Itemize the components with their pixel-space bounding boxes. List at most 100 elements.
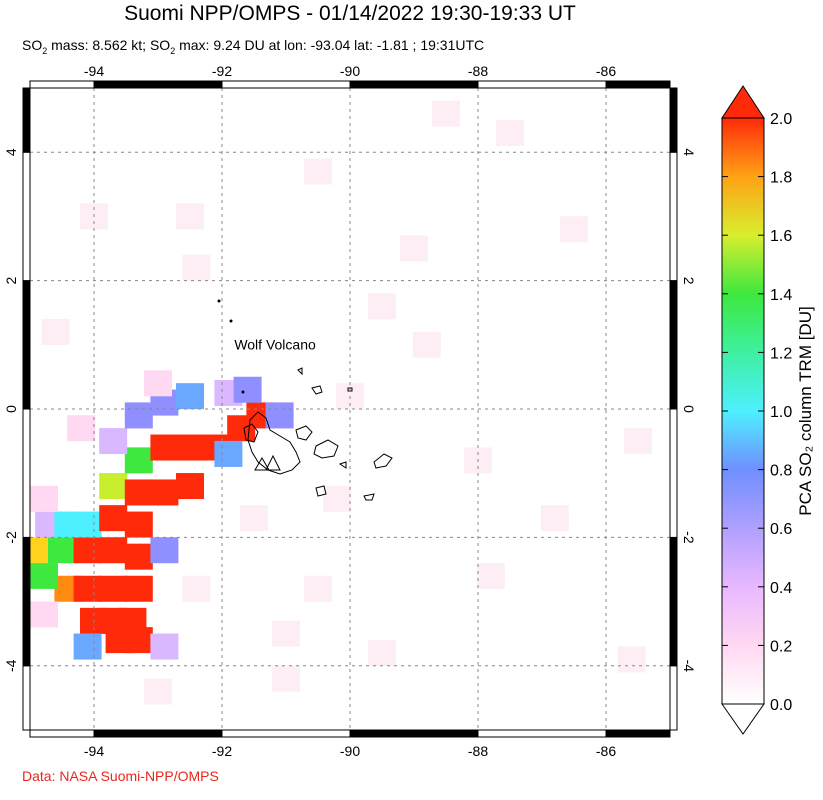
so2-pixel-46 — [144, 370, 172, 397]
lon-tick-top-2: -90 — [340, 63, 360, 79]
so2-pixel-7 — [73, 575, 102, 602]
so2-pixel-25 — [176, 434, 204, 461]
frame-right-seg-3 — [669, 280, 678, 410]
lat-tick-right-0: -4 — [681, 660, 697, 673]
frame-right-seg-2 — [669, 408, 678, 538]
lon-tick-bottom-3: -88 — [468, 743, 488, 759]
galapagos-islands — [217, 299, 393, 501]
frame-left-seg-0 — [22, 665, 31, 731]
so2-pixel-15 — [150, 537, 179, 564]
so2-pixel-14 — [124, 543, 153, 570]
lat-tick-right-2: 0 — [681, 405, 697, 413]
colorbar-tick-label-9: 1.8 — [770, 170, 792, 187]
so2-pixel-55 — [368, 639, 396, 666]
colorbar-tick-label-1: 0.2 — [770, 638, 792, 655]
so2-pixel-69 — [400, 235, 428, 262]
so2-pixel-49 — [304, 158, 332, 185]
colorbar-min-arrow — [721, 703, 765, 735]
so2-pixel-67 — [41, 318, 70, 345]
subtitle-sub-b: 2 — [170, 45, 176, 56]
so2-pixel-29 — [99, 428, 128, 455]
island-floreana — [315, 485, 327, 497]
lon-tick-top-4: -86 — [596, 63, 616, 79]
so2-pixel-48 — [176, 203, 204, 230]
frame-top-seg-1 — [93, 80, 223, 89]
so2-pixel-35 — [214, 440, 243, 467]
so2-pixel-70 — [323, 485, 352, 512]
frame-right-seg-1 — [669, 536, 678, 667]
so2-pixel-57 — [540, 505, 569, 532]
tick-labels: -94 -94 -92 -92 -90 -90 -88 -88 -86 -86 -4 -4 -2 -2 0 0… — [3, 63, 697, 759]
colorbar — [721, 85, 765, 735]
frame-right-seg-4 — [669, 151, 678, 282]
colorbar-tick-label-5: 1.0 — [770, 404, 792, 421]
so2-pixel-51 — [412, 331, 441, 358]
so2-pixel-53 — [240, 505, 268, 532]
so2-pixel-23 — [124, 447, 153, 474]
colorbar-max-arrow — [721, 85, 765, 119]
frame-left-seg-4 — [22, 151, 31, 282]
so2-pixel-6 — [30, 562, 58, 589]
island-fernandina — [243, 423, 259, 443]
page-title: Suomi NPP/OMPS - 01/14/2022 19:30-19:33 … — [124, 2, 576, 25]
island-genovesa — [347, 387, 353, 392]
colorbar-tick-label-7: 1.4 — [770, 287, 792, 304]
frame-left-seg-3 — [22, 280, 31, 410]
so2-pixel-58 — [560, 216, 588, 243]
colorbar-tick-label-4: 0.8 — [770, 463, 792, 480]
island-isabela — [247, 411, 301, 475]
frame-top-seg-2 — [221, 80, 351, 89]
frame-bottom-seg-5 — [605, 729, 671, 738]
frame-top-seg-4 — [477, 80, 607, 89]
so2-pixel-32 — [176, 383, 204, 410]
lon-tick-top-3: -88 — [468, 63, 488, 79]
so2-pixel-44 — [67, 415, 96, 442]
frame-bottom-seg-3 — [349, 729, 479, 738]
subtitle: SO2 mass: 8.562 kt; SO2 max: 9.24 DU at … — [22, 37, 484, 56]
lon-tick-bottom-4: -86 — [596, 743, 616, 759]
so2-pixel-18 — [124, 511, 153, 538]
so2-pixel-36 — [265, 402, 294, 429]
so2-pixel-19 — [99, 473, 128, 500]
islet-1 — [217, 299, 221, 303]
lon-tick-bottom-0: -94 — [84, 743, 104, 759]
frame-bottom-seg-1 — [93, 729, 223, 738]
colorbar-tick-label-0: 0.0 — [770, 697, 792, 714]
island-san-cristobal — [373, 453, 393, 469]
frame-left-seg-1 — [22, 536, 31, 667]
so2-pixel-63 — [617, 646, 646, 673]
island-marchena — [297, 367, 303, 376]
so2-pixel-60 — [432, 100, 460, 127]
island-santa-cruz — [313, 439, 339, 459]
so2-pixel-4 — [118, 607, 147, 634]
subtitle-mass: mass: 8.562 kt; SO — [47, 37, 171, 53]
so2-pixel-62 — [272, 665, 300, 692]
so2-pixel-56 — [476, 562, 505, 589]
island-pinzon — [338, 461, 347, 469]
so2-pixels — [30, 100, 652, 705]
frame-bottom-seg-0 — [29, 729, 95, 738]
lat-tick-left-3: 2 — [3, 276, 19, 284]
colorbar-tick-labels: 0.0 0.2 0.4 0.6 0.8 1.0 1.2 1.4 1.6 1.8 2.0 — [770, 111, 792, 714]
so2-pixel-30 — [124, 402, 153, 429]
frame-left-seg-5 — [22, 87, 31, 153]
so2-pixel-39 — [30, 485, 58, 512]
frame-top-seg-0 — [29, 80, 95, 89]
frame-right-seg-0 — [669, 665, 678, 731]
frame-bottom-seg-4 — [477, 729, 607, 738]
lat-tick-right-4: 4 — [681, 148, 697, 156]
colorbar-tick-label-10: 2.0 — [770, 111, 792, 128]
so2-pixel-22 — [176, 473, 204, 500]
so2-pixel-9 — [124, 575, 153, 602]
data-credit: Data: NASA Suomi-NPP/OMPS — [22, 768, 219, 784]
so2-pixel-40 — [73, 633, 102, 660]
lat-tick-right-1: -2 — [681, 531, 697, 544]
so2-pixel-66 — [182, 254, 211, 281]
colorbar-tick-label-8: 1.6 — [770, 228, 792, 245]
colorbar-gradient — [721, 117, 765, 705]
lon-tick-top-1: -92 — [212, 63, 232, 79]
so2-pixel-13 — [99, 537, 128, 564]
colorbar-tick-label-6: 1.2 — [770, 345, 792, 362]
colorbar-tick-label-3: 0.6 — [770, 521, 792, 538]
so2-pixel-64 — [624, 428, 652, 455]
